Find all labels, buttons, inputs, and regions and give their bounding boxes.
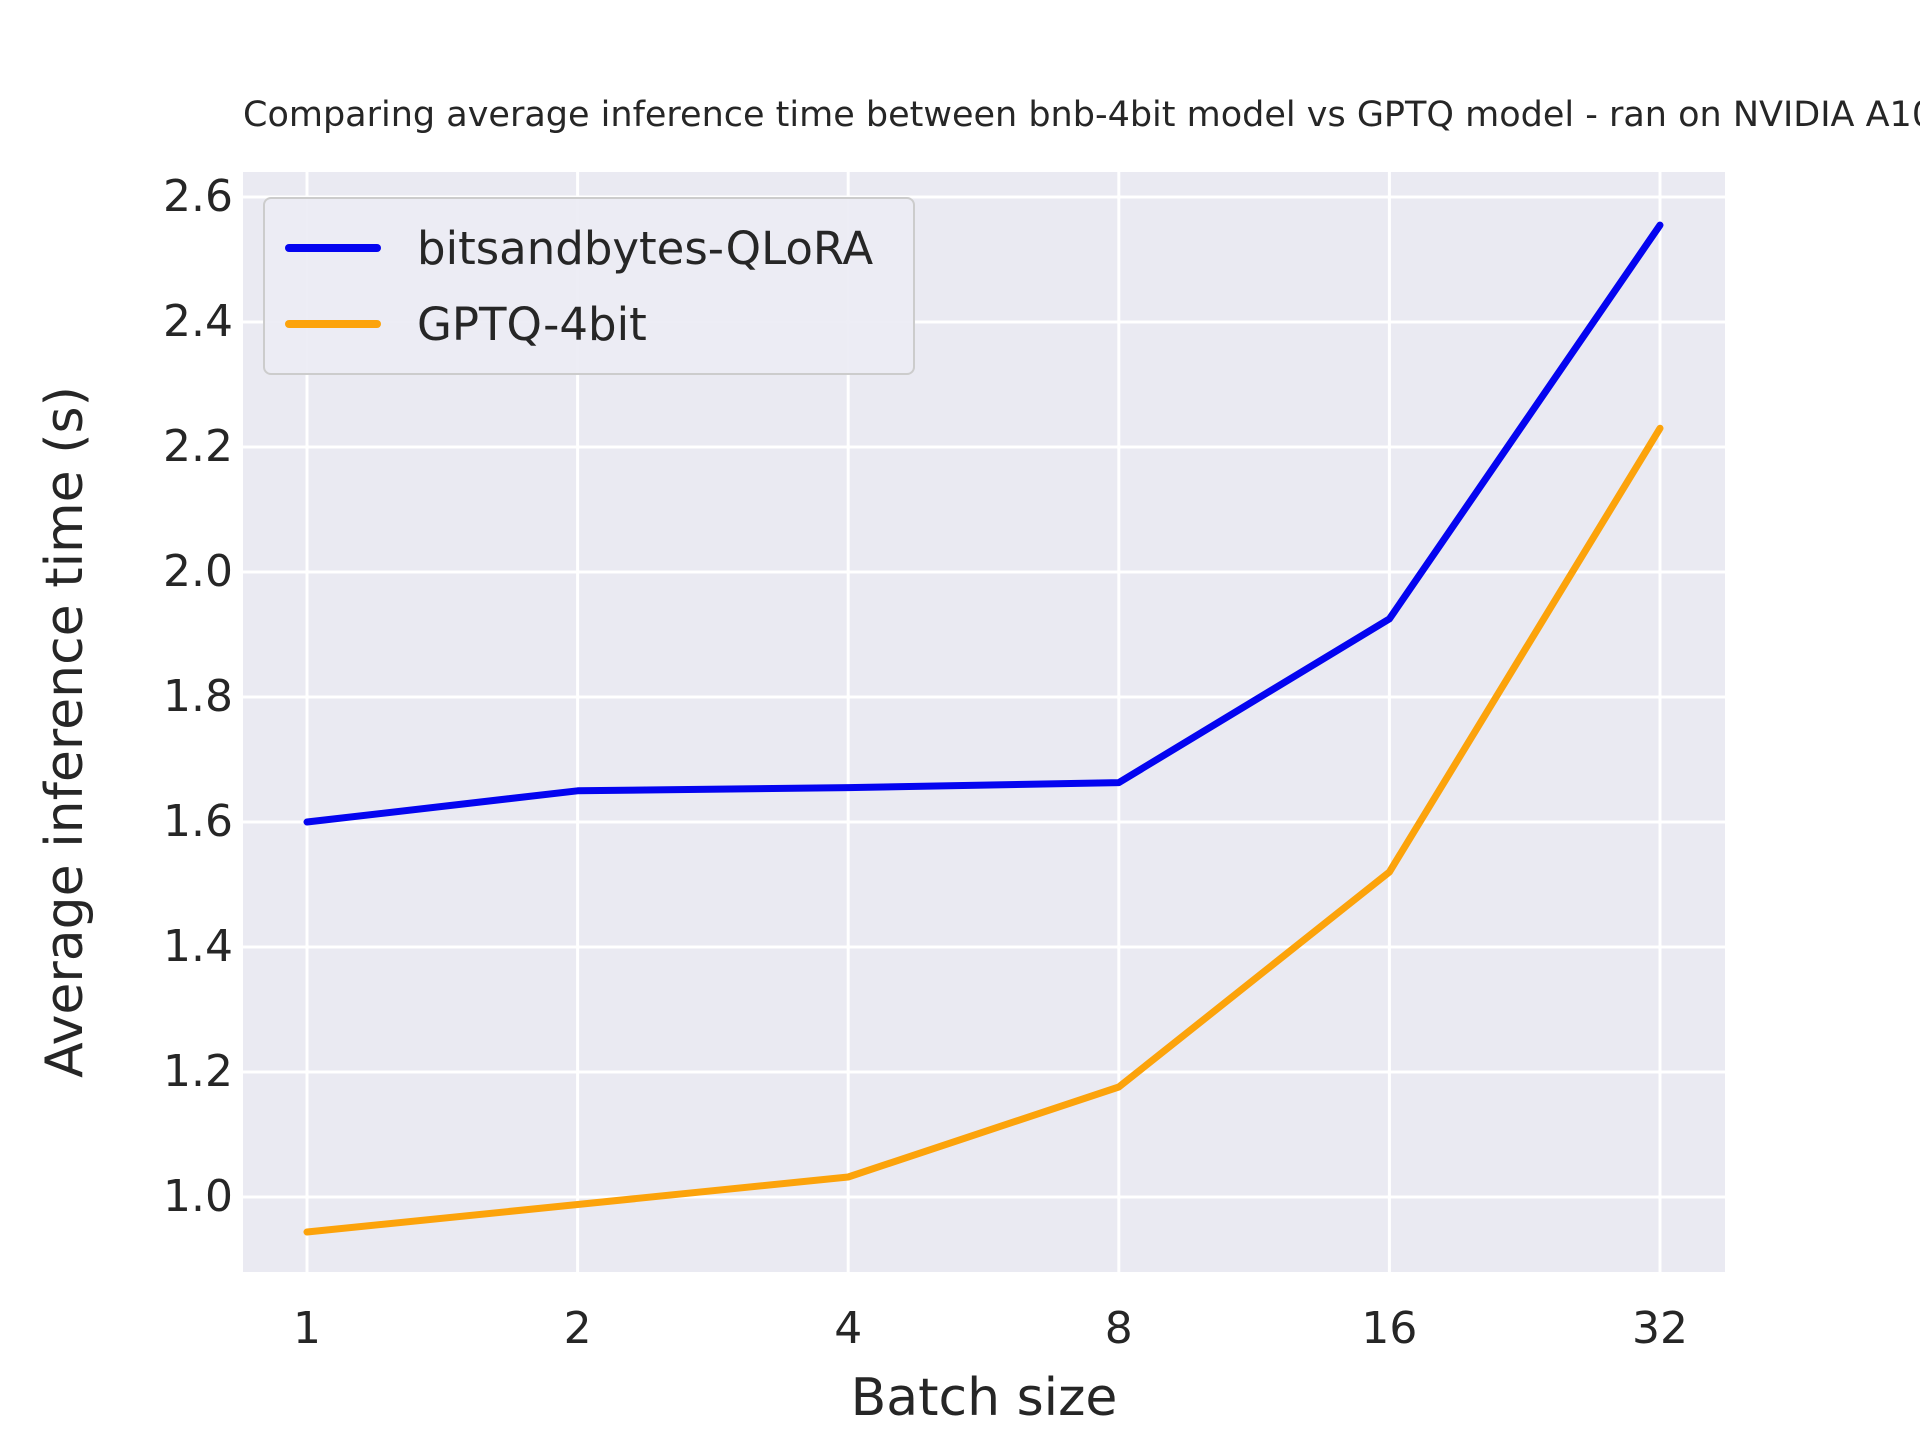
y-tick-label: 1.4 [163,921,233,972]
legend-label: GPTQ-4bit [417,297,647,351]
legend-item-bitsandbytes: bitsandbytes-QLoRA [285,217,873,279]
legend: bitsandbytes-QLoRA GPTQ-4bit [263,197,916,375]
x-tick-label: 8 [1104,1303,1133,1354]
x-axis-label: Batch size [850,1368,1118,1428]
y-tick-label: 1.0 [163,1171,233,1222]
y-tick-label: 1.8 [163,671,233,722]
y-tick-label: 2.2 [163,421,233,472]
chart-title: Comparing average inference time between… [243,95,1920,135]
legend-label: bitsandbytes-QLoRA [417,221,874,275]
y-tick-label: 2.0 [163,546,233,597]
x-tick-label: 4 [834,1303,863,1354]
y-tick-label: 1.6 [163,796,233,847]
x-tick-label: 16 [1361,1303,1418,1354]
legend-line-sample-blue [285,244,381,252]
x-tick-label: 2 [563,1303,592,1354]
legend-line-sample-orange [285,320,381,328]
y-tick-label: 1.2 [163,1046,233,1097]
series-line-1 [303,424,1664,1236]
legend-item-gptq: GPTQ-4bit [285,293,873,355]
x-tick-label: 1 [293,1303,321,1354]
y-tick-label: 2.4 [163,296,233,347]
y-tick-label: 2.6 [163,171,233,222]
series-line-0 [303,221,1664,826]
x-tick-label: 32 [1632,1303,1688,1354]
